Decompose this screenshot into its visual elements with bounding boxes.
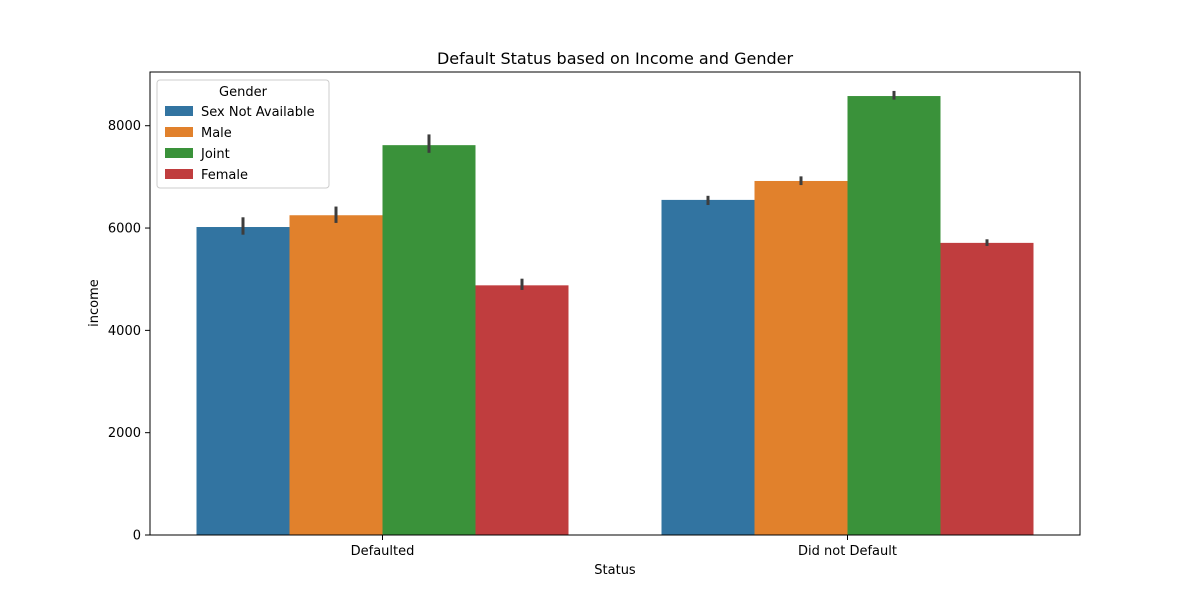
legend-swatch <box>165 106 193 116</box>
y-tick-label: 6000 <box>108 222 141 237</box>
y-tick-label: 2000 <box>108 426 141 441</box>
legend-label: Sex Not Available <box>201 105 315 120</box>
bar <box>475 285 569 535</box>
chart-title: Default Status based on Income and Gende… <box>437 49 794 68</box>
bar <box>382 145 476 535</box>
legend-label: Joint <box>200 147 230 162</box>
x-tick-label: Did not Default <box>798 544 897 559</box>
legend-label: Male <box>201 126 232 141</box>
y-tick-label: 0 <box>133 529 141 544</box>
legend: Gender Sex Not Available Male Joint Female <box>156 79 330 189</box>
legend-title: Gender <box>219 85 268 100</box>
y-tick-label: 8000 <box>108 119 141 134</box>
bar <box>289 215 383 536</box>
bar <box>754 180 848 536</box>
legend-box <box>156 79 330 189</box>
legend-swatch <box>165 127 193 137</box>
plot-area: 0 2000 4000 6000 8000 Defaulted Did not Defaul… <box>108 71 1081 559</box>
legend-label: Female <box>201 168 248 183</box>
bar <box>661 199 755 535</box>
legend-swatch <box>165 169 193 179</box>
bar <box>847 96 941 536</box>
axes-frame <box>149 71 1081 536</box>
y-axis-label: income <box>87 279 102 327</box>
bar <box>196 227 290 535</box>
x-tick-label: Defaulted <box>351 544 415 559</box>
legend-swatch <box>165 148 193 158</box>
y-tick-label: 4000 <box>108 324 141 339</box>
bar <box>940 242 1034 536</box>
x-axis-label: Status <box>594 563 636 578</box>
